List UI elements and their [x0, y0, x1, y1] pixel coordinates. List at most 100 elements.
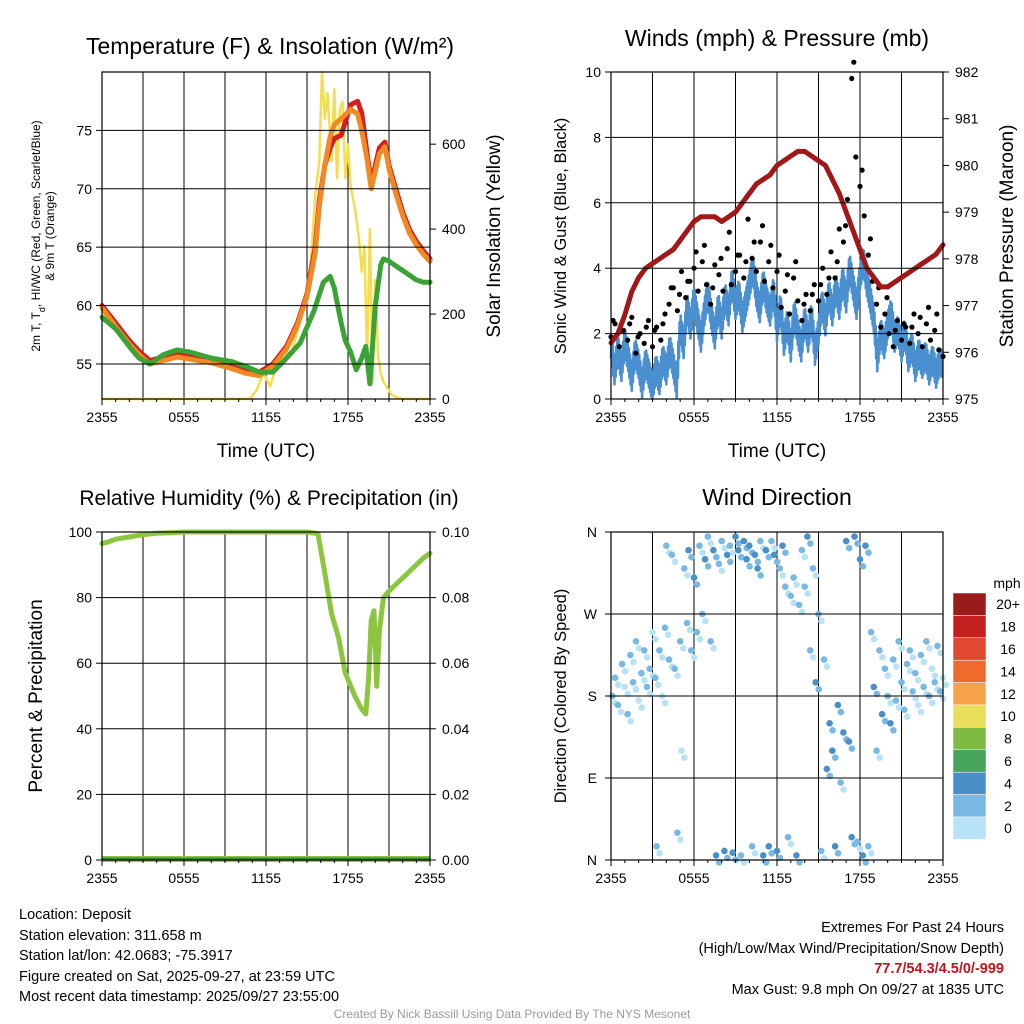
gust-point [909, 324, 915, 330]
direction-point [738, 553, 745, 561]
direction-point [837, 779, 844, 786]
direction-point [676, 638, 684, 645]
gust-point [882, 311, 888, 317]
gust-point [867, 236, 874, 242]
x-tick-label: 1755 [844, 409, 875, 425]
gust-point [757, 239, 764, 245]
direction-point [790, 574, 797, 581]
direction-point [812, 572, 820, 579]
direction-point [729, 549, 737, 556]
direction-point [815, 686, 822, 693]
y2-tick-label: 975 [955, 391, 979, 407]
direction-point [887, 720, 894, 727]
legend-swatch [952, 727, 987, 751]
direction-point [740, 537, 748, 545]
direction-point [806, 647, 814, 654]
gust-point [903, 324, 909, 330]
y-tick-label: 75 [76, 122, 92, 138]
direction-point [879, 654, 886, 661]
y-tick-label: 20 [76, 786, 92, 802]
direction-point [842, 537, 850, 545]
gust-point [840, 239, 847, 245]
direction-point [887, 699, 894, 707]
x-tick-label: 0555 [678, 409, 709, 425]
direction-point [621, 667, 629, 675]
y2-axis-label: Station Pressure (Maroon) [997, 125, 1018, 348]
direction-point [898, 645, 905, 652]
gust-point [859, 167, 865, 173]
y-axis-label: Direction (Colored By Speed) [552, 589, 570, 804]
direction-point [801, 583, 808, 590]
direction-point [726, 542, 734, 549]
y-tick-label: E [588, 770, 597, 786]
gust-point [770, 285, 776, 291]
direction-point [757, 537, 764, 545]
y2-tick-label: 979 [955, 204, 979, 220]
direction-point [870, 635, 878, 643]
gust-point [629, 314, 635, 320]
direction-point [829, 727, 836, 734]
direction-point [868, 850, 875, 857]
gust-point [927, 337, 934, 343]
direction-point [854, 540, 861, 547]
direction-point [743, 556, 750, 563]
gust-point [741, 275, 747, 281]
gust-point [670, 285, 676, 291]
gust-point [627, 321, 633, 327]
direction-point [901, 686, 908, 693]
direction-point [635, 645, 643, 652]
direction-point [685, 546, 692, 554]
direction-point [735, 546, 742, 554]
legend-label: 12 [1000, 686, 1016, 702]
x-tick-label: 0555 [168, 409, 199, 425]
direction-point [686, 626, 694, 634]
y2-tick-label: 982 [955, 64, 979, 80]
y2-tick-label: 0.10 [442, 524, 469, 540]
direction-point [765, 843, 772, 850]
direction-point [840, 729, 847, 736]
direction-point [795, 601, 803, 609]
gust-point [612, 321, 618, 327]
direction-point [721, 847, 728, 855]
direction-point [754, 558, 762, 566]
y2-tick-label: 0.00 [442, 852, 469, 868]
y-tick-label: 10 [585, 64, 601, 80]
x-tick-label: 1755 [332, 870, 363, 886]
extremes-values: 77.7/54.3/4.5/0/-999 [874, 961, 1004, 977]
direction-point [776, 565, 784, 572]
x-tick-label: 1755 [332, 409, 363, 425]
direction-point [892, 697, 900, 704]
direction-point [906, 647, 914, 654]
gust-point [934, 311, 940, 317]
direction-point [704, 563, 712, 570]
direction-point [643, 654, 651, 661]
direction-point [826, 720, 833, 727]
figure-created-text: Figure created on Sat, 2025-09-27, at 23… [19, 968, 335, 985]
direction-point [746, 563, 753, 570]
direction-point [656, 850, 663, 857]
direction-point [679, 645, 687, 652]
y2-tick-label: 400 [442, 221, 466, 237]
gust-point [828, 249, 834, 255]
gust-point [849, 75, 855, 82]
y-tick-label: N [587, 524, 597, 540]
latlon-text: Station lat/lon: 42.0683; -75.3917 [19, 948, 233, 964]
wind-speed-line [609, 248, 944, 401]
direction-point [862, 859, 870, 866]
direction-point [793, 581, 800, 588]
direction-point [936, 688, 944, 695]
direction-point [690, 654, 698, 661]
direction-point [928, 665, 936, 672]
direction-point [870, 683, 878, 691]
gust-point [678, 268, 685, 275]
gust-point [861, 213, 867, 219]
direction-point [903, 660, 911, 668]
direction-point [931, 672, 939, 679]
direction-point [889, 656, 897, 663]
direction-point [681, 754, 688, 761]
extremes-info: Extremes For Past 24 Hours (High/Low/Max… [699, 918, 1004, 1000]
direction-point [787, 592, 795, 600]
gust-point [724, 246, 730, 252]
gust-point [693, 249, 699, 255]
direction-point [859, 852, 867, 859]
